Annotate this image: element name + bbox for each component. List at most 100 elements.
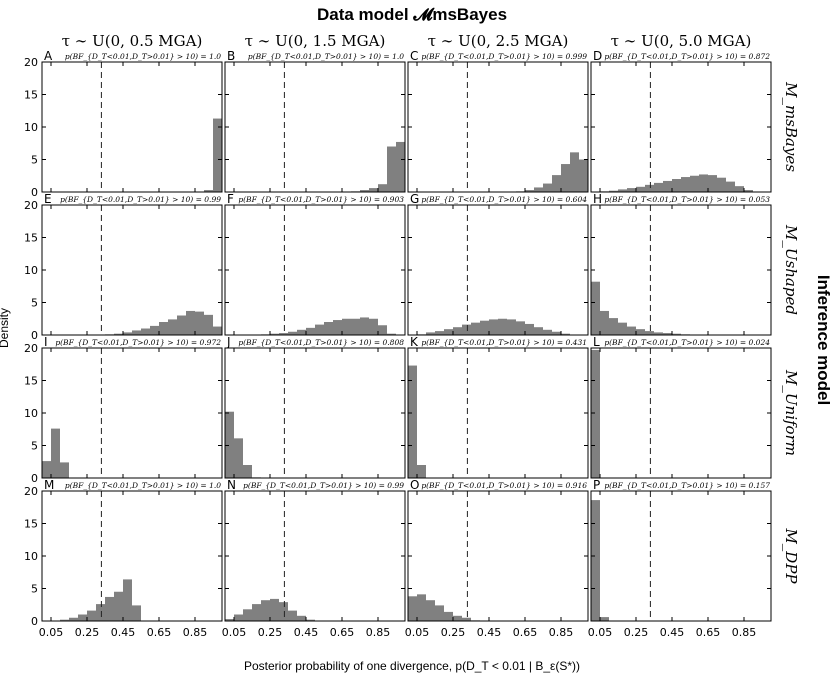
y-tick-label: 5 [31,154,38,167]
histogram-bar [297,615,306,621]
histogram-bar [252,604,261,621]
histogram-bar [114,333,123,335]
panel-letter: C [410,49,418,63]
row-title-3: M_Uniform [782,369,800,456]
histogram-bar [645,184,654,192]
bayes-factor-annotation: p(BF_{D_T<0.01,D_T>0.01} > 10) = 0.024 [604,338,770,347]
panel-frame [407,347,589,479]
panel-letter: K [410,335,419,349]
histogram-bar [417,465,426,478]
row-titles: M_msBayes M_Ushaped M_Uniform M_DPP [782,81,800,584]
histogram-bar [225,619,234,621]
panel-frame [590,490,772,622]
histogram-bar [78,614,87,621]
bayes-factor-annotation: p(BF_{D_T<0.01,D_T>0.01} > 10) = 0.053 [604,195,770,204]
histogram-bar [552,331,561,335]
histogram-bar [213,118,222,192]
histogram-bar [387,333,396,335]
bayes-factor-annotation: p(BF_{D_T<0.01,D_T>0.01} > 10) = 1.0 [65,52,221,61]
histogram-bar [60,462,69,478]
x-tick-label: 0.65 [147,626,172,639]
y-tick-label: 0 [31,186,38,199]
histogram-bar [297,329,306,335]
bayes-factor-annotation: p(BF_{D_T<0.01,D_T>0.01} > 10) = 0.808 [238,338,404,347]
histogram-bar [435,331,444,335]
bayes-factor-annotation: p(BF_{D_T<0.01,D_T>0.01} > 10) = 0.903 [238,195,404,204]
histogram-bar [360,190,369,192]
histogram-bar [51,428,60,478]
histogram-bar [654,332,663,335]
x-tick-label: 0.05 [39,626,64,639]
x-tick-label: 0.25 [258,626,283,639]
panel-letter: N [227,478,236,492]
histogram-bar [87,610,96,621]
y-tick-label: 20 [24,199,38,212]
y-tick-label: 15 [24,89,38,102]
x-tick-label: 0.45 [477,626,502,639]
histogram-bar [69,617,78,621]
panel-frame [224,61,406,193]
bayes-factor-annotation: p(BF_{D_T<0.01,D_T>0.01} > 10) = 0.972 [55,338,221,347]
x-tick-label: 0.25 [624,626,649,639]
histogram-bar [195,311,204,335]
histogram-bar [489,319,498,335]
histogram-bar [426,332,435,335]
histogram-bar [618,189,627,192]
x-tick-label: 0.45 [294,626,319,639]
bayes-factor-annotation: p(BF_{D_T<0.01,D_T>0.01} > 10) = 0.872 [604,52,770,61]
bayes-factor-annotation: p(BF_{D_T<0.01,D_T>0.01} > 10) = 1.0 [65,481,221,490]
histogram-bar [672,333,681,335]
panel-N: 0.05 0.25 0.45 0.65 0.85 N p(BF_{D_T<0.01,D_T>… [222,478,406,639]
histogram-bar [261,600,270,621]
histogram-bar [123,579,132,621]
histogram-bar [378,184,387,192]
histogram-bar [534,187,543,192]
histogram-bar [471,322,480,335]
x-axis-label: Posterior probability of one divergence,… [244,659,580,673]
histogram-bar [507,319,516,335]
x-tick-label: 0.85 [732,626,757,639]
histogram-bar [132,605,141,621]
panel-frame [590,204,772,336]
histogram-bar [306,327,315,335]
histogram-bar [645,331,654,335]
histogram-bar [243,465,252,478]
histogram-bar [177,315,186,335]
bayes-factor-annotation: p(BF_{D_T<0.01,D_T>0.01} > 10) = 0.916 [421,481,587,490]
row-title-2: M_Ushaped [782,224,800,315]
histogram-bar [609,190,618,192]
histogram-bar [462,617,471,621]
histogram-bar [408,365,417,478]
y-tick-label: 0 [31,472,38,485]
histogram-bar [60,619,69,621]
panel-frame [41,61,223,193]
x-tick-label: 0.85 [549,626,574,639]
histogram-bar [543,329,552,335]
histogram-bar [609,318,618,335]
bayes-factor-annotation: p(BF_{D_T<0.01,D_T>0.01} > 10) = 0.999 [421,52,587,61]
y-tick-label: 20 [24,342,38,355]
x-tick-label: 0.65 [696,626,721,639]
panel-letter: G [410,192,419,206]
row-axis-title: Inference model [814,275,830,405]
panel-frame [407,204,589,336]
row-title-1: M_msBayes [782,81,800,172]
panel-letter: L [593,335,600,349]
histogram-bar [663,333,672,335]
panel-M: 0 5 10 15 20 0.05 0.25 0.45 0.65 0.85 M p(BF_{D_T<0… [24,478,223,639]
histogram-bar [351,318,360,335]
histogram-bar [618,322,627,335]
histogram-bar [387,146,396,192]
histogram-bar [525,323,534,335]
figure-title: Data model 𝓜msBayes [317,5,507,24]
column-title-4: τ ∼ U(0, 5.0 MGA) [611,32,752,50]
histogram-bar [570,152,579,192]
panel-letter: F [227,192,234,206]
histogram-bar [243,609,252,621]
x-tick-label: 0.25 [441,626,466,639]
